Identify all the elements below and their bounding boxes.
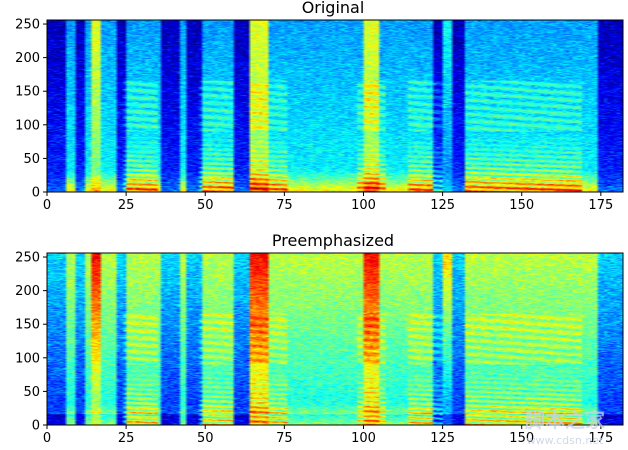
y-tick-label: 50 <box>23 385 40 400</box>
x-tick-label: 175 <box>588 431 613 446</box>
plot-frame <box>46 19 624 193</box>
y-axis: 0 50 100 150 200 250 <box>15 18 47 201</box>
x-tick-label: 75 <box>276 198 293 213</box>
plot-frame <box>46 252 624 426</box>
spectrogram-panel-original: Original 0 25 50 75 100 125 150 175 0 50 100 150 20… <box>15 0 624 213</box>
x-tick-label: 125 <box>430 431 455 446</box>
y-tick-label: 50 <box>23 152 40 167</box>
x-tick-label: 50 <box>197 431 214 446</box>
spectrogram-heatmap <box>47 253 623 425</box>
y-tick-label: 100 <box>15 351 40 366</box>
y-tick-label: 0 <box>32 186 40 201</box>
spectrogram-heatmap <box>47 20 623 192</box>
y-tick-label: 0 <box>32 419 40 434</box>
x-tick-label: 25 <box>118 431 135 446</box>
y-tick-label: 150 <box>15 85 40 100</box>
x-tick-label: 150 <box>509 198 534 213</box>
x-axis: 0 25 50 75 100 125 150 175 <box>43 192 613 213</box>
y-tick-label: 100 <box>15 118 40 133</box>
chart-title: Preemphasized <box>272 231 394 250</box>
y-tick-label: 250 <box>15 18 40 33</box>
watermark-text: 脚本之家 <box>525 408 606 432</box>
x-tick-label: 175 <box>588 198 613 213</box>
x-axis: 0 25 50 75 100 125 150 175 <box>43 425 613 446</box>
x-tick-label: 100 <box>351 431 376 446</box>
x-tick-label: 100 <box>351 198 376 213</box>
y-tick-label: 200 <box>15 51 40 66</box>
watermark-url: www.cdsn.net <box>527 434 604 447</box>
spectrogram-panel-preemphasized: Preemphasized 0 25 50 75 100 125 150 175 0 50 100… <box>15 231 624 446</box>
x-tick-label: 125 <box>430 198 455 213</box>
x-tick-label: 50 <box>197 198 214 213</box>
x-tick-label: 150 <box>509 431 534 446</box>
watermark: 脚本之家 www.cdsn.net <box>525 408 606 447</box>
y-axis: 0 50 100 150 200 250 <box>15 251 47 434</box>
y-tick-label: 250 <box>15 251 40 266</box>
x-tick-label: 25 <box>118 198 135 213</box>
x-tick-label: 0 <box>43 198 51 213</box>
y-tick-label: 150 <box>15 318 40 333</box>
x-tick-label: 75 <box>276 431 293 446</box>
y-tick-label: 200 <box>15 284 40 299</box>
x-tick-label: 0 <box>43 431 51 446</box>
chart-title: Original <box>302 0 365 17</box>
